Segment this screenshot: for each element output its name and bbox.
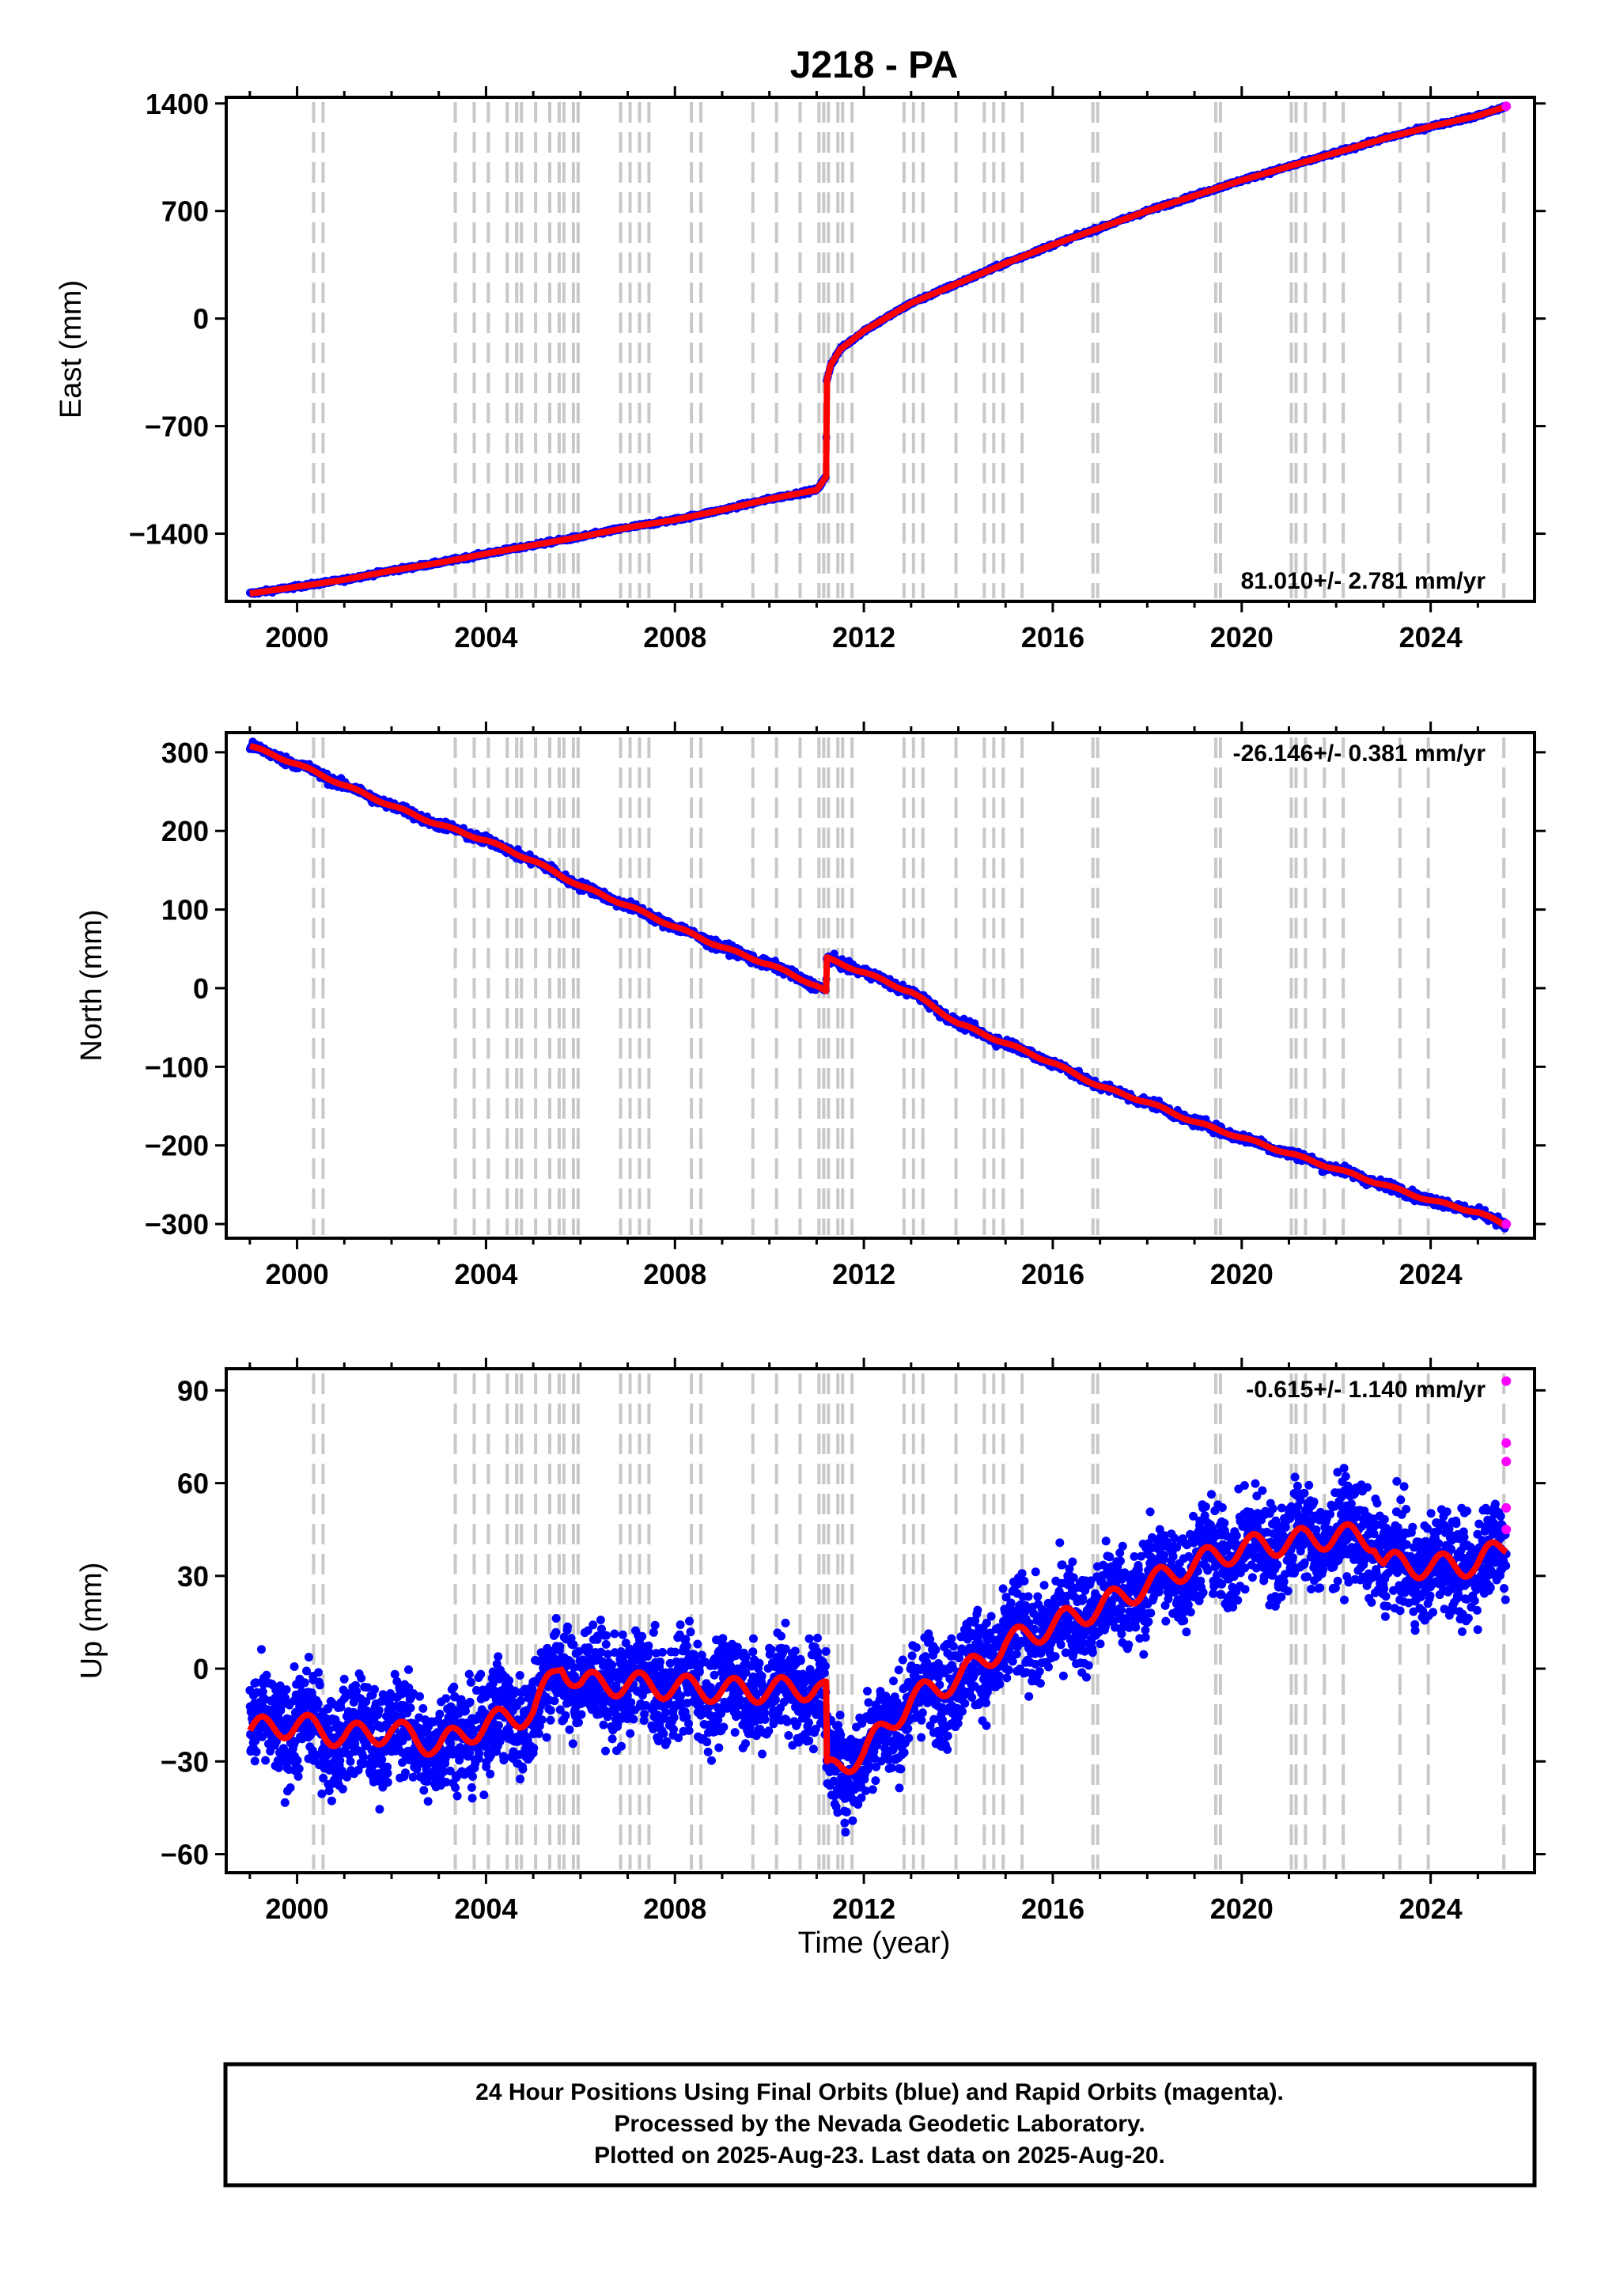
up-obs-point [280,1798,290,1807]
north-y-axis-label: North (mm) [75,909,108,1061]
east-y-tick-label: 0 [193,303,209,335]
north-fit-line [248,743,1508,1229]
up-event-lines [312,1373,1506,1870]
east-x-tick-label: 2004 [454,621,517,654]
north-x-tick-label: 2024 [1399,1258,1463,1290]
north-rate-label: -26.146+/- 0.381 mm/yr [1233,741,1486,767]
east-y-tick-label: 700 [161,195,209,228]
up-obs-point [252,1747,261,1756]
north-y-tick-label: 300 [161,737,209,769]
east-rapid-observations [1501,101,1512,112]
east-x-tick-label: 2016 [1021,621,1084,654]
north-y-tick-label: −200 [145,1130,209,1162]
north-y-tick-label: −100 [145,1051,209,1083]
north-x-tick-label: 2008 [643,1258,706,1290]
north-y-tick-label: 100 [161,894,209,926]
north-x-tick-label: 2004 [454,1258,517,1290]
east-x-tick-label: 2008 [643,621,706,654]
north-x-tick-label: 2020 [1210,1258,1274,1290]
east-x-tick-label: 2012 [832,621,895,654]
up-obs-point [290,1662,299,1671]
north-ticks: 300 200 100 0 −100 −200 −300 2000 2004 2008 2012 20… [145,722,1546,1290]
east-panel: 1400 700 0 −700 −1400 2000 2004 2008 2012 2016 202… [55,86,1546,654]
east-x-tick-label: 2020 [1210,621,1274,654]
up-obs-point [282,1685,291,1695]
up-obs-point [261,1756,271,1765]
up-obs-point [250,1756,259,1766]
east-y-tick-label: 1400 [146,88,209,120]
east-model-fit [248,103,1508,597]
east-x-tick-label: 2024 [1399,621,1463,654]
north-y-tick-label: −300 [145,1208,209,1241]
north-x-tick-label: 2016 [1021,1258,1084,1290]
east-x-tick-label: 2000 [266,621,329,654]
east-rate-label: 81.010+/- 2.781 mm/yr [1241,568,1486,594]
up-obs-point [286,1783,295,1792]
chart-title: J218 - PA [790,44,959,86]
north-rapid-point [1501,1219,1512,1229]
east-event-lines [312,102,1506,598]
north-y-tick-label: 200 [161,815,209,847]
north-y-tick-label: 0 [193,972,209,1005]
up-obs-point [262,1670,271,1680]
up-obs-point [257,1645,266,1654]
north-x-tick-label: 2012 [832,1258,895,1290]
north-observations [245,737,1510,1233]
north-x-tick-label: 2000 [266,1258,329,1290]
east-rapid-point [1501,101,1512,112]
east-fit-line [248,103,1508,597]
east-y-tick-label: −700 [145,411,209,443]
up-obs-point [304,1653,313,1661]
north-panel: 300 200 100 0 −100 −200 −300 2000 2004 2008 2012 20… [75,722,1546,1290]
north-model-fit [248,743,1508,1229]
up-obs-point [293,1756,302,1765]
east-observations [245,102,1510,598]
east-plot-frame [225,96,1536,603]
up-observations [245,1464,1511,1837]
east-y-axis-label: East (mm) [55,280,88,419]
north-rapid-observations [1501,1219,1512,1229]
up-obs-point [293,1771,303,1781]
up-obs-point [294,1764,304,1774]
up-obs-point [300,1678,309,1688]
east-y-tick-label: −1400 [129,518,209,551]
